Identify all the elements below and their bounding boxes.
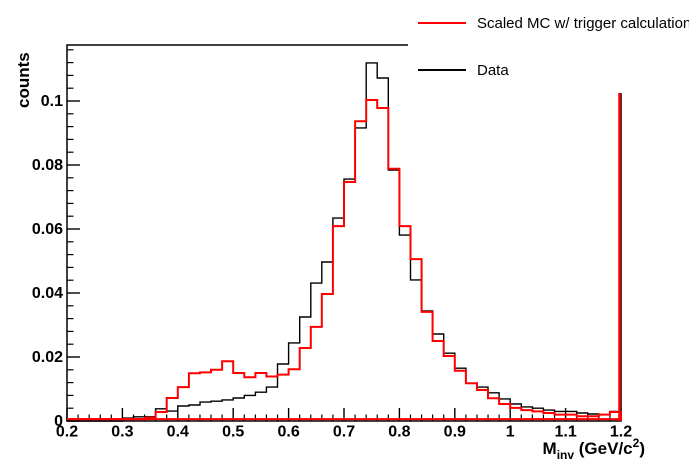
x-tick-label: 0.2 [56, 423, 78, 440]
y-tick-label: 0.1 [41, 93, 63, 110]
x-tick-label: 1.1 [554, 423, 576, 440]
x-axis-title-unit: (GeV/c [574, 439, 633, 458]
y-tick-label: 0.06 [32, 221, 63, 238]
x-tick-label: 0.5 [222, 423, 244, 440]
mc-histogram [67, 99, 622, 421]
x-tick-label: 0.3 [111, 423, 133, 440]
legend-line-data [418, 69, 466, 71]
x-tick-label: 0.6 [277, 423, 299, 440]
legend: Scaled MC w/ trigger calculation Data [408, 0, 689, 93]
legend-entry-mc: Scaled MC w/ trigger calculation [408, 14, 689, 32]
x-tick-label: 1.2 [610, 423, 632, 440]
data-histogram [67, 62, 622, 422]
x-tick-label: 0.7 [333, 423, 355, 440]
y-tick-label: 0.04 [32, 285, 63, 302]
x-axis-title-symbol: M [542, 439, 557, 458]
x-tick-label: 0.9 [444, 423, 466, 440]
legend-line-mc [418, 22, 466, 24]
y-axis-title: counts [14, 52, 33, 108]
legend-entry-data: Data [408, 61, 674, 79]
x-tick-label: 0.4 [167, 423, 189, 440]
x-axis-title-superscript: 2 [632, 436, 640, 450]
x-axis-title-close: ) [639, 439, 645, 458]
y-tick-label: 0 [54, 413, 63, 430]
x-axis-title-subscript: inv [556, 448, 575, 462]
y-tick-label: 0.02 [32, 349, 63, 366]
x-axis-title: Minv (GeV/c2) [543, 436, 645, 462]
x-tick-label: 0.8 [388, 423, 410, 440]
x-tick-label: 1 [506, 423, 515, 440]
plot-frame [66, 44, 622, 422]
legend-label-mc: Scaled MC w/ trigger calculation [477, 14, 689, 32]
y-tick-label: 0.08 [32, 157, 63, 174]
legend-label-data: Data [477, 61, 509, 79]
